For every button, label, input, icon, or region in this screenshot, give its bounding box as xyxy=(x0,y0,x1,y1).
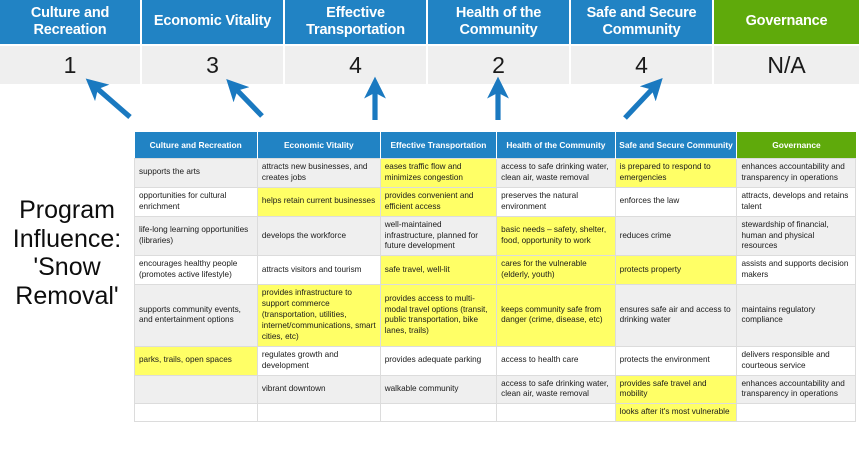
matrix-cell: eases traffic flow and minimizes congest… xyxy=(379,158,498,188)
matrix-cell: keeps community safe from danger (crime,… xyxy=(496,284,616,347)
matrix-row: life-long learning opportunities (librar… xyxy=(134,215,856,257)
matrix-cell xyxy=(496,403,616,423)
matrix-row: supports the arts attracts new businesses… xyxy=(134,158,856,188)
matrix-cell: life-long learning opportunities (librar… xyxy=(134,215,258,257)
matrix-header-health-of-the-community: Health of the Community xyxy=(496,132,616,159)
matrix-cell xyxy=(256,403,381,423)
caption-line-2: Influence: xyxy=(12,224,122,253)
matrix-cell: maintains regulatory compliance xyxy=(736,284,856,347)
matrix-cell: provides safe travel and mobility xyxy=(614,374,738,405)
matrix-header-culture-and-recreation: Culture and Recreation xyxy=(134,132,258,159)
matrix-cell: parks, trails, open spaces xyxy=(134,345,258,376)
caption-line-3: 'Snow xyxy=(33,253,101,281)
matrix-cell: protects property xyxy=(614,255,738,286)
matrix-header-economic-vitality: Economic Vitality xyxy=(257,132,381,159)
scorecard-score-safe-and-secure-community: 4 xyxy=(570,44,714,84)
matrix-cell: attracts visitors and tourism xyxy=(256,255,381,286)
matrix-cell: provides infrastructure to support comme… xyxy=(256,284,381,347)
matrix-cell: stewardship of financial, human and phys… xyxy=(736,215,856,257)
matrix-cell xyxy=(379,403,498,423)
matrix-body: supports the arts attracts new businesses… xyxy=(134,158,856,423)
scorecard-score-health-of-the-community: 2 xyxy=(427,44,571,84)
matrix-cell: enhances accountability and transparency… xyxy=(736,374,856,405)
scorecard-table: Culture and Recreation Economic Vitality… xyxy=(0,0,859,84)
matrix-cell: basic needs – safety, shelter, food, opp… xyxy=(496,215,616,257)
matrix-cell: encourages healthy people (promotes acti… xyxy=(134,255,258,286)
matrix-cell: access to health care xyxy=(496,345,616,376)
matrix-cell: provides adequate parking xyxy=(379,345,498,376)
matrix-header-row: Culture and Recreation Economic Vitality… xyxy=(134,132,856,159)
influence-matrix: Culture and Recreation Economic Vitality… xyxy=(134,132,856,423)
matrix-cell: walkable community xyxy=(379,374,498,405)
matrix-cell: enforces the law xyxy=(614,186,738,217)
scorecard-header-row: Culture and Recreation Economic Vitality… xyxy=(0,0,859,45)
scorecard-header-governance: Governance xyxy=(713,0,859,45)
scorecard-score-governance: N/A xyxy=(713,44,859,84)
matrix-cell: is prepared to respond to emergencies xyxy=(614,158,738,188)
matrix-cell: access to safe drinking water, clean air… xyxy=(496,158,616,188)
influence-matrix-table: Culture and Recreation Economic Vitality… xyxy=(134,132,856,423)
matrix-cell: reduces crime xyxy=(614,215,738,257)
matrix-cell: attracts new businesses, and creates job… xyxy=(256,158,381,188)
matrix-cell: helps retain current businesses xyxy=(256,186,381,217)
matrix-row: encourages healthy people (promotes acti… xyxy=(134,255,856,286)
matrix-header-effective-transportation: Effective Transportation xyxy=(380,132,498,159)
matrix-cell: regulates growth and development xyxy=(256,345,381,376)
matrix-row: supports community events, and entertain… xyxy=(134,284,856,347)
matrix-cell xyxy=(134,374,258,405)
matrix-cell: opportunities for cultural enrichment xyxy=(134,186,258,217)
matrix-row: vibrant downtown walkable community access… xyxy=(134,374,856,405)
arrow-to-safe-and-secure-community xyxy=(623,77,663,120)
scorecard-header-culture-and-recreation: Culture and Recreation xyxy=(0,0,142,45)
matrix-cell: access to safe drinking water, clean air… xyxy=(496,374,616,405)
matrix-header-safe-and-secure-community: Safe and Secure Community xyxy=(615,132,738,159)
matrix-cell: ensures safe air and access to drinking … xyxy=(614,284,738,347)
matrix-cell: safe travel, well-lit xyxy=(379,255,498,286)
scorecard-header-economic-vitality: Economic Vitality xyxy=(141,0,285,45)
scorecard-band: Culture and Recreation Economic Vitality… xyxy=(0,0,859,84)
scorecard-score-effective-transportation: 4 xyxy=(284,44,428,84)
scorecard-score-economic-vitality: 3 xyxy=(141,44,285,84)
scorecard-score-row: 1 3 4 2 4 N/A xyxy=(0,44,859,84)
matrix-row: looks after it's most vulnerable xyxy=(134,403,856,423)
matrix-row: opportunities for cultural enrichment hel… xyxy=(134,186,856,217)
matrix-cell: develops the workforce xyxy=(256,215,381,257)
matrix-header-governance: Governance xyxy=(736,132,856,159)
scorecard-header-effective-transportation: Effective Transportation xyxy=(284,0,428,45)
matrix-cell xyxy=(134,403,258,423)
matrix-cell: provides access to multi-modal travel op… xyxy=(379,284,498,347)
program-influence-caption: Program Influence: 'Snow Removal' xyxy=(4,196,130,310)
matrix-cell: cares for the vulnerable (elderly, youth… xyxy=(496,255,616,286)
scorecard-header-safe-and-secure-community: Safe and Secure Community xyxy=(570,0,714,45)
scorecard-score-culture-and-recreation: 1 xyxy=(0,44,142,84)
matrix-cell: vibrant downtown xyxy=(256,374,381,405)
matrix-cell: attracts, develops and retains talent xyxy=(736,186,856,217)
matrix-cell xyxy=(736,403,856,423)
matrix-cell: provides convenient and efficient access xyxy=(379,186,498,217)
matrix-cell: assists and supports decision makers xyxy=(736,255,856,286)
matrix-cell: protects the environment xyxy=(614,345,738,376)
scorecard-header-health-of-the-community: Health of the Community xyxy=(427,0,571,45)
matrix-cell: supports the arts xyxy=(134,158,258,188)
arrow-to-economic-vitality xyxy=(226,79,264,118)
caption-line-1: Program xyxy=(19,196,115,224)
matrix-cell: delivers responsible and courteous servi… xyxy=(736,345,856,376)
matrix-cell: preserves the natural environment xyxy=(496,186,616,217)
arrow-to-culture-and-recreation xyxy=(85,78,132,119)
matrix-cell: well-maintained infrastructure, planned … xyxy=(379,215,498,257)
matrix-row: parks, trails, open spaces regulates grow… xyxy=(134,345,856,376)
matrix-cell: supports community events, and entertain… xyxy=(134,284,258,347)
matrix-cell: looks after it's most vulnerable xyxy=(614,403,738,423)
matrix-cell: enhances accountability and transparency… xyxy=(736,158,856,188)
caption-line-4: Removal' xyxy=(15,281,119,310)
